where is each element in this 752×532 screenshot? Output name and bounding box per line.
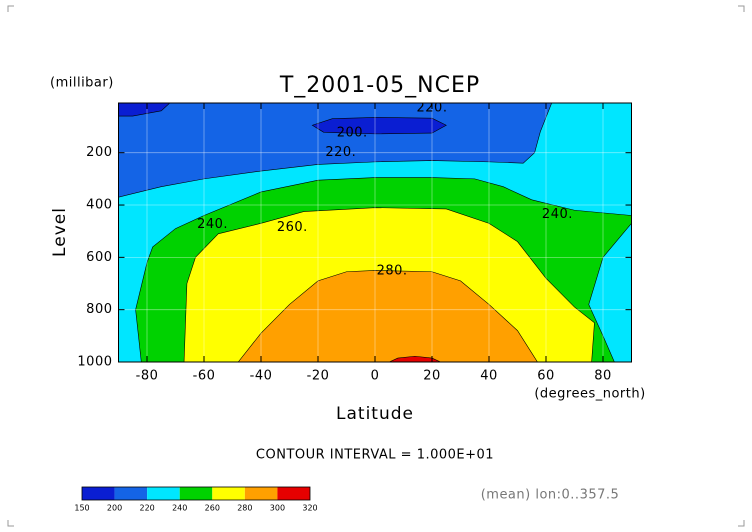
y-unit: (millibar)	[50, 76, 114, 91]
contour-label: 240.	[542, 207, 573, 222]
colorbar-label: 280	[237, 504, 252, 513]
colorbar-label: 200	[107, 504, 122, 513]
x-tick-label: 80	[594, 369, 612, 384]
colorbar-swatch	[277, 487, 310, 500]
contour-region	[237, 270, 538, 362]
x-tick-label: 20	[423, 369, 441, 384]
contour-label: 220.	[325, 145, 356, 160]
contour-region	[389, 355, 441, 362]
chart-title: T_2001-05_NCEP	[279, 73, 480, 98]
y-tick-label: 800	[86, 302, 112, 317]
colorbar-swatch	[244, 487, 278, 500]
contour-label: 200.	[337, 125, 368, 140]
contour-region	[118, 103, 171, 117]
colorbar-swatch	[147, 487, 180, 500]
x-tick-label: -80	[136, 369, 159, 384]
colorbar-frame	[81, 486, 311, 501]
y-tick-label: 1000	[77, 355, 112, 370]
footnote: (mean) lon:0..357.5	[481, 488, 620, 503]
y-tick-label: 600	[86, 250, 112, 265]
x-tick-label: -60	[193, 369, 216, 384]
y-axis-label: Level	[50, 207, 70, 257]
x-tick-label: 60	[537, 369, 555, 384]
x-axis-label: Latitude	[336, 404, 414, 424]
x-tick-label: 40	[480, 369, 498, 384]
contour-label: 260.	[277, 220, 308, 235]
contour-interval: CONTOUR INTERVAL = 1.000E+01	[256, 448, 494, 463]
x-tick-label: -20	[307, 369, 330, 384]
colorbar-label: 320	[302, 504, 317, 513]
x-unit: (degrees_north)	[534, 387, 645, 402]
colorbar-label: 260	[205, 504, 220, 513]
colorbar-label: 300	[270, 504, 285, 513]
y-tick-label: 200	[86, 145, 112, 160]
colorbar-swatch	[212, 487, 245, 500]
colorbar-label: 150	[74, 504, 89, 513]
y-tick-label: 400	[86, 198, 112, 213]
contour-label: 220.	[417, 101, 448, 116]
colorbar-label: 220	[140, 504, 155, 513]
corner-marks	[7, 5, 745, 527]
colorbar-swatch	[82, 487, 115, 500]
x-tick-label: -40	[250, 369, 273, 384]
contour-label: 240.	[197, 217, 228, 232]
colorbar-swatch	[114, 487, 148, 500]
contour-region	[311, 117, 447, 135]
contour-label: 280.	[377, 264, 408, 279]
colorbar-label: 240	[172, 504, 187, 513]
x-tick-label: 0	[371, 369, 380, 384]
plot-area: 220. 200. 220. 240. 260. 280. 240.	[118, 101, 632, 362]
colorbar-swatch	[179, 487, 213, 500]
